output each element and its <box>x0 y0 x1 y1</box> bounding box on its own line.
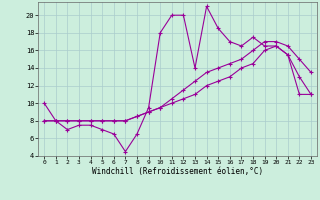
X-axis label: Windchill (Refroidissement éolien,°C): Windchill (Refroidissement éolien,°C) <box>92 167 263 176</box>
